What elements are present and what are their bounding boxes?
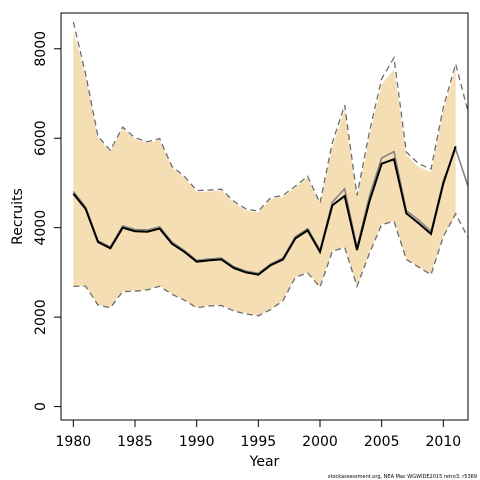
plot-frame bbox=[60, 12, 469, 421]
x-axis-title: Year bbox=[249, 454, 280, 470]
x-tick-label: 1990 bbox=[179, 434, 215, 450]
confidence-band-layer bbox=[73, 30, 456, 316]
x-tick-label: 1980 bbox=[56, 434, 92, 450]
y-axis: 0 2000 4000 6000 8000 bbox=[33, 31, 61, 411]
y-tick-label: 2000 bbox=[33, 299, 49, 335]
y-tick-label: 4000 bbox=[33, 210, 49, 246]
y-tick-label: 6000 bbox=[33, 120, 49, 156]
x-tick-label: 2000 bbox=[302, 434, 338, 450]
x-tick-label: 2005 bbox=[364, 434, 400, 450]
estimate bbox=[72, 145, 457, 276]
x-tick-label: 1985 bbox=[117, 434, 153, 450]
source-footnote: stockassessment.org, NEA Mac WGWIDE2015 … bbox=[328, 474, 477, 480]
lower-bound-line bbox=[73, 212, 469, 317]
series-lines-layer bbox=[72, 21, 469, 317]
confidence-band bbox=[73, 30, 456, 316]
x-axis: 1980 1985 1990 1995 2000 2005 2010 bbox=[56, 420, 462, 450]
x-tick-label: 1995 bbox=[241, 434, 277, 450]
y-tick-label: 0 bbox=[33, 402, 49, 411]
x-tick-label: 2010 bbox=[426, 434, 462, 450]
y-axis-title: Recruits bbox=[10, 188, 26, 245]
y-tick-label: 8000 bbox=[33, 31, 49, 67]
upper-bound-line bbox=[72, 21, 469, 212]
